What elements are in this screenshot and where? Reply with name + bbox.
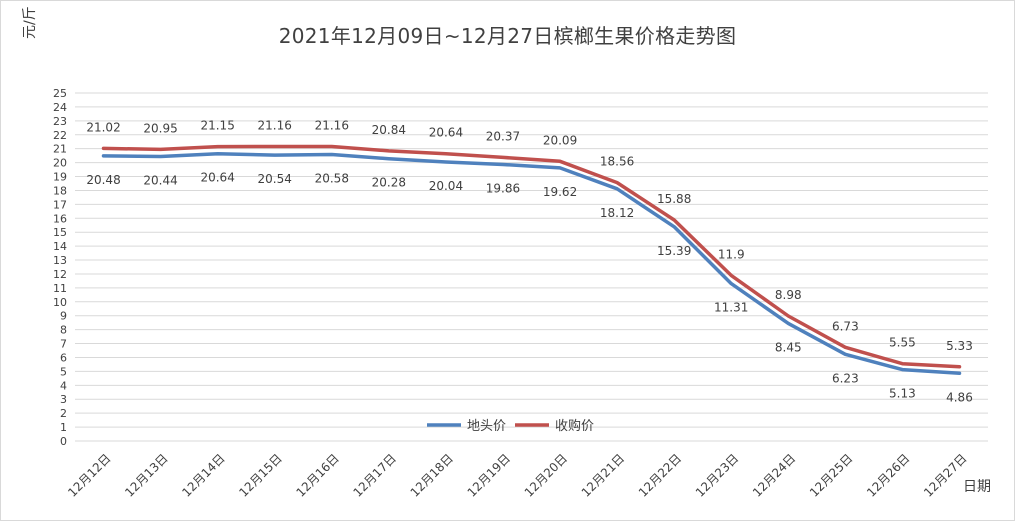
x-tick-label: 12月26日 xyxy=(864,451,912,499)
y-tick-label: 19 xyxy=(53,171,67,184)
series-line-shougou xyxy=(101,144,962,369)
x-tick-label: 12月25日 xyxy=(807,451,855,499)
x-tick-label: 12月19日 xyxy=(465,451,513,499)
x-tick-label: 12月20日 xyxy=(522,451,570,499)
data-label: 21.16 xyxy=(315,118,349,132)
data-label: 8.98 xyxy=(775,288,802,302)
x-tick-label: 12月21日 xyxy=(579,451,627,499)
data-label: 11.9 xyxy=(718,247,745,261)
y-tick-label: 7 xyxy=(60,338,67,351)
data-label: 20.04 xyxy=(429,179,463,193)
data-label: 6.23 xyxy=(832,371,859,385)
series-line-ditou xyxy=(101,151,962,376)
x-tick-label: 12月17日 xyxy=(350,451,398,499)
y-tick-label: 16 xyxy=(53,212,67,225)
y-tick-label: 3 xyxy=(60,393,67,406)
y-tick-label: 25 xyxy=(53,87,67,100)
legend-entry: 地头价 xyxy=(467,419,506,434)
y-tick-label: 2 xyxy=(60,407,67,420)
y-tick-label: 8 xyxy=(60,324,67,337)
data-label: 15.88 xyxy=(657,192,691,206)
data-label: 20.58 xyxy=(315,172,349,186)
data-label: 21.15 xyxy=(200,119,234,133)
gridlines xyxy=(75,92,988,442)
data-label: 20.64 xyxy=(429,126,463,140)
x-tick-label: 12月12日 xyxy=(65,451,113,499)
data-label: 6.73 xyxy=(832,319,859,333)
chart-title: 2021年12月09日~12月27日槟榔生果价格走势图 xyxy=(278,24,737,48)
y-tick-label: 13 xyxy=(53,254,67,267)
data-labels: 20.48 20.44 20.64 20.54 20.58 20.28 20.04 19.86… xyxy=(86,118,972,404)
legend-entry: 收购价 xyxy=(555,418,594,434)
y-tick-label: 21 xyxy=(53,143,67,156)
legend: 地头价 收购价 xyxy=(427,418,594,434)
data-label: 18.12 xyxy=(600,206,634,220)
data-label: 11.31 xyxy=(714,301,748,315)
x-tick-label: 12月23日 xyxy=(693,451,741,499)
x-tick-label: 12月22日 xyxy=(636,451,684,499)
data-label: 5.33 xyxy=(946,339,973,353)
y-tick-label: 6 xyxy=(60,351,67,364)
y-tick-label: 18 xyxy=(53,184,67,197)
data-label: 20.37 xyxy=(486,129,520,143)
x-tick-label: 12月13日 xyxy=(122,451,170,499)
data-label: 20.09 xyxy=(543,133,577,147)
data-label: 5.55 xyxy=(889,336,916,350)
x-axis-label: 日期 xyxy=(963,479,991,495)
y-tick-label: 0 xyxy=(60,435,67,448)
y-tick-label: 10 xyxy=(53,296,67,309)
y-tick-label: 11 xyxy=(53,282,67,295)
data-label: 5.13 xyxy=(889,387,916,401)
x-axis-ticks: 12月12日 12月13日 12月14日 12月15日 12月16日 12月17日 12月1… xyxy=(65,451,969,499)
data-label: 20.28 xyxy=(372,176,406,190)
data-label: 20.84 xyxy=(372,123,406,137)
y-tick-label: 15 xyxy=(53,226,67,239)
y-tick-label: 22 xyxy=(53,129,67,142)
y-tick-label: 14 xyxy=(53,240,67,253)
y-tick-label: 12 xyxy=(53,268,67,281)
data-label: 21.16 xyxy=(258,118,292,132)
y-tick-label: 17 xyxy=(53,198,67,211)
series-lines xyxy=(101,144,962,376)
x-tick-label: 12月14日 xyxy=(179,451,227,499)
y-tick-label: 23 xyxy=(53,115,67,128)
data-label: 19.86 xyxy=(486,182,520,196)
y-tick-label: 5 xyxy=(60,365,67,378)
y-tick-label: 1 xyxy=(60,421,67,434)
x-tick-label: 12月16日 xyxy=(293,451,341,499)
data-label: 21.02 xyxy=(86,120,120,134)
data-label: 4.86 xyxy=(946,390,973,404)
y-tick-label: 24 xyxy=(53,101,67,114)
y-axis-ticks: 0123456789101112131415161718192021222324… xyxy=(53,87,67,448)
data-label: 20.54 xyxy=(258,172,292,186)
data-label: 20.64 xyxy=(200,171,234,185)
x-tick-label: 12月24日 xyxy=(750,451,798,499)
y-tick-label: 9 xyxy=(60,310,67,323)
data-label: 20.95 xyxy=(143,121,177,135)
y-tick-label: 20 xyxy=(53,157,67,170)
data-label: 19.62 xyxy=(543,185,577,199)
x-tick-label: 12月15日 xyxy=(236,451,284,499)
data-label: 18.56 xyxy=(600,155,634,169)
x-tick-label: 12月18日 xyxy=(408,451,456,499)
y-tick-label: 4 xyxy=(60,379,67,392)
data-label: 8.45 xyxy=(775,340,802,354)
data-label: 20.48 xyxy=(86,173,120,187)
data-label: 15.39 xyxy=(657,244,691,258)
data-label: 20.44 xyxy=(143,173,177,187)
